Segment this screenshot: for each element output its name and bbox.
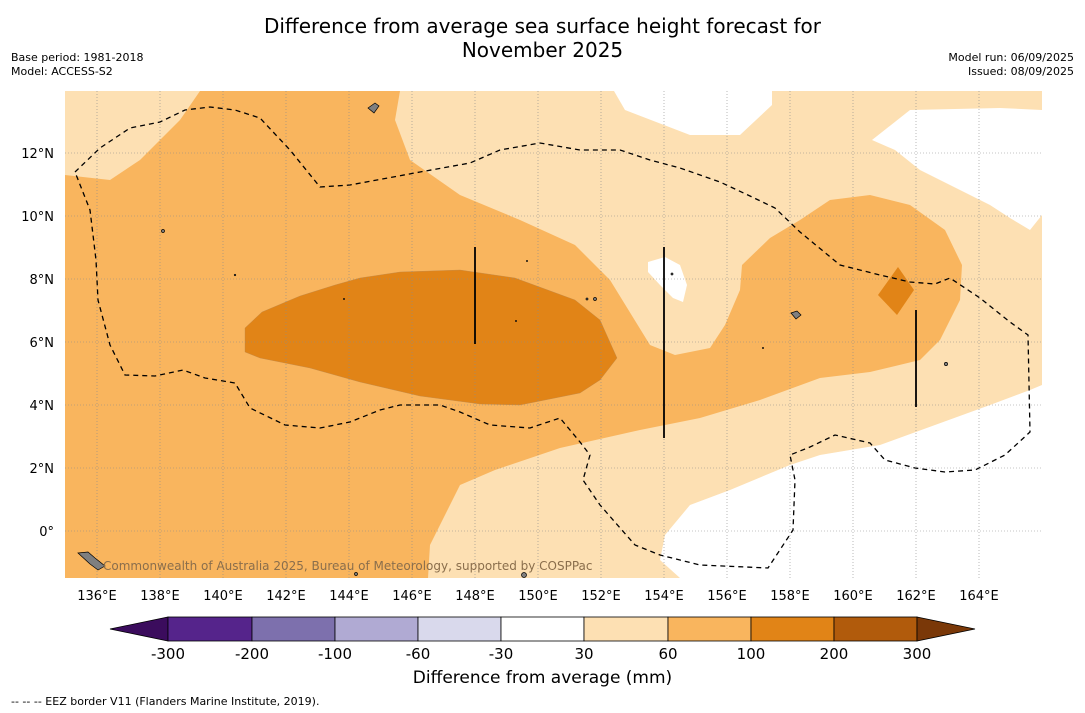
sea-band-100-200-central — [245, 270, 617, 405]
lat-tick-10n: 10°N — [21, 210, 54, 225]
lon-tick-142e: 142°E — [266, 589, 306, 604]
neutral-region-southeast — [660, 385, 1042, 578]
colorbar-label-neg100: -100 — [318, 645, 352, 663]
colorbar-label-60: 60 — [658, 645, 677, 663]
colorbar-bin-1 — [167, 616, 253, 642]
colorbar-bin-4 — [417, 616, 502, 642]
neutral-region-top — [614, 91, 772, 135]
map-area: Commonwealth of Australia 2025, Bureau o… — [65, 91, 1042, 578]
land-islands — [77, 102, 948, 578]
colorbar-label-neg300: -300 — [151, 645, 185, 663]
map-title: Difference from average sea surface heig… — [0, 14, 1085, 62]
eez-footnote: -- -- -- EEZ border V11 (Flanders Marine… — [11, 695, 320, 708]
lon-tick-140e: 140°E — [203, 589, 243, 604]
neutral-region-center — [648, 257, 687, 302]
colorbar-bin-2 — [251, 616, 336, 642]
lon-tick-labels: 136°E 138°E 140°E 142°E 144°E 146°E 148°… — [77, 589, 999, 604]
colorbar — [109, 616, 976, 642]
base-period-text: Base period: 1981-2018 — [11, 51, 144, 64]
lon-tick-146e: 146°E — [392, 589, 432, 604]
section-lines — [474, 247, 917, 438]
lon-tick-136e: 136°E — [77, 589, 117, 604]
lat-tick-8n: 8°N — [30, 273, 55, 288]
title-line-1: Difference from average sea surface heig… — [263, 14, 822, 38]
lat-tick-0: 0° — [39, 525, 54, 540]
colorbar-label-30: 30 — [574, 645, 593, 663]
lon-tick-158e: 158°E — [770, 589, 810, 604]
title-line-2: November 2025 — [461, 38, 624, 62]
lat-tick-2n: 2°N — [30, 462, 55, 477]
lon-tick-138e: 138°E — [140, 589, 180, 604]
colorbar-bin-7 — [667, 616, 752, 642]
lon-tick-156e: 156°E — [707, 589, 747, 604]
copyright-watermark: Commonwealth of Australia 2025, Bureau o… — [103, 559, 593, 573]
lon-tick-144e: 144°E — [329, 589, 369, 604]
lat-tick-labels: 12°N 10°N 8°N 6°N 4°N 2°N 0° — [21, 147, 54, 540]
colorbar-label-300: 300 — [903, 645, 932, 663]
colorbar-label-100: 100 — [737, 645, 766, 663]
eez-border — [74, 106, 1031, 569]
colorbar-extend-low — [109, 616, 169, 642]
model-run-text: Model run: 06/09/2025 — [948, 51, 1074, 64]
meta-left: Base period: 1981-2018 Model: ACCESS-S2 — [11, 51, 143, 79]
lon-tick-152e: 152°E — [581, 589, 621, 604]
colorbar-label-neg200: -200 — [235, 645, 269, 663]
colorbar-label-neg30: -30 — [489, 645, 514, 663]
grid-lines — [65, 91, 1042, 578]
colorbar-bin-5 — [500, 616, 585, 642]
lon-tick-162e: 162°E — [896, 589, 936, 604]
meta-right: Model run: 06/09/2025 Issued: 08/09/2025 — [948, 51, 1074, 79]
colorbar-bin-6 — [583, 616, 669, 642]
lat-tick-6n: 6°N — [30, 336, 55, 351]
model-text: Model: ACCESS-S2 — [11, 65, 113, 78]
issued-text: Issued: 08/09/2025 — [967, 65, 1074, 78]
lon-tick-160e: 160°E — [833, 589, 873, 604]
colorbar-label-neg60: -60 — [406, 645, 431, 663]
lon-tick-150e: 150°E — [518, 589, 558, 604]
colorbar-bin-8 — [750, 616, 835, 642]
colorbar-title: Difference from average (mm) — [412, 668, 673, 688]
lat-tick-12n: 12°N — [21, 147, 54, 162]
colorbar-bin-9 — [833, 616, 918, 642]
colorbar-label-200: 200 — [820, 645, 849, 663]
colorbar-extend-high — [916, 616, 976, 642]
lat-tick-4n: 4°N — [30, 399, 55, 414]
lon-tick-148e: 148°E — [455, 589, 495, 604]
colorbar-bin-3 — [334, 616, 419, 642]
lon-tick-154e: 154°E — [644, 589, 684, 604]
colorbar-tick-labels: -300 -200 -100 -60 -30 30 60 100 200 300 — [151, 645, 931, 663]
neutral-region-northeast — [872, 108, 1042, 230]
lon-tick-164e: 164°E — [959, 589, 999, 604]
